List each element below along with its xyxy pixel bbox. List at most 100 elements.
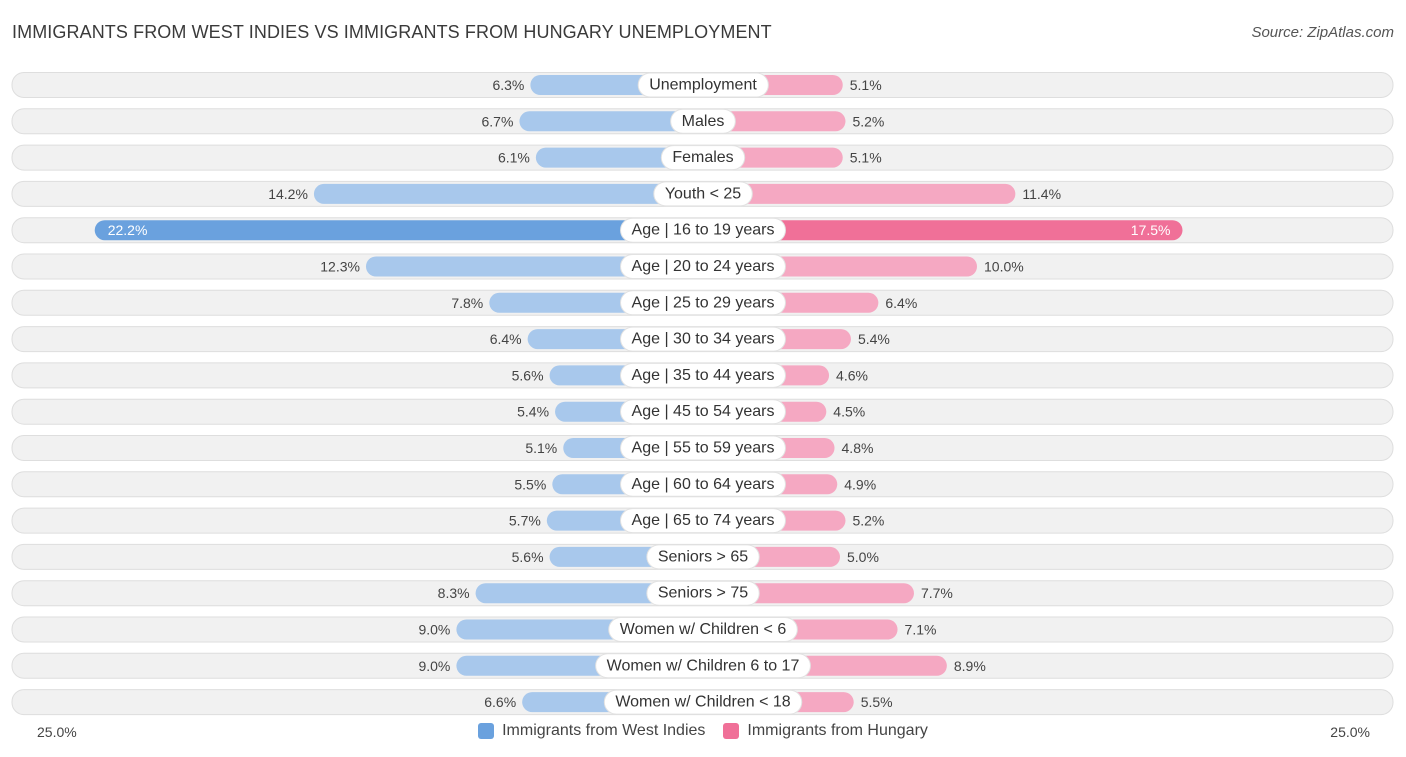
value-label-west-indies: 6.6%: [484, 694, 516, 710]
category-pill: [620, 362, 786, 388]
chart-row: 5.6% 5.0% Seniors > 65: [11, 543, 1394, 570]
value-label-west-indies: 22.2%: [108, 222, 148, 238]
category-pill: [620, 290, 786, 316]
bar-west-indies: [519, 111, 703, 132]
category-label: Age | 25 to 29 years: [632, 294, 775, 311]
value-label-west-indies: 6.4%: [490, 331, 522, 347]
chart-row: 7.8% 6.4% Age | 25 to 29 years: [11, 289, 1394, 316]
value-label-west-indies: 5.6%: [512, 367, 544, 383]
value-label-west-indies: 6.3%: [492, 77, 524, 93]
value-label-hungary: 4.5%: [833, 404, 865, 420]
value-label-hungary: 7.7%: [921, 585, 953, 601]
category-pill: [595, 653, 811, 679]
value-label-hungary: 11.4%: [1022, 186, 1061, 202]
value-label-west-indies: 12.3%: [320, 259, 360, 275]
category-pill: [653, 181, 753, 207]
category-label: Age | 55 to 59 years: [632, 440, 775, 457]
category-label: Seniors > 75: [658, 585, 748, 602]
value-label-hungary: 10.0%: [984, 259, 1024, 275]
category-pill: [620, 254, 786, 279]
value-label-hungary: 5.2%: [852, 513, 884, 529]
value-label-hungary: 5.5%: [861, 694, 893, 710]
chart-row: 6.4% 5.4% Age | 30 to 34 years: [11, 326, 1394, 353]
value-label-west-indies: 9.0%: [418, 658, 450, 674]
chart-row: 6.1% 5.1% Females: [11, 144, 1394, 171]
value-label-hungary: 6.4%: [885, 295, 917, 311]
category-label: Females: [672, 149, 733, 166]
bar-west-indies: [475, 583, 703, 604]
category-label: Age | 16 to 19 years: [632, 222, 775, 239]
category-label: Women w/ Children < 18: [615, 694, 790, 711]
value-label-hungary: 4.9%: [844, 476, 876, 492]
value-label-west-indies: 6.1%: [498, 150, 530, 166]
category-label: Age | 45 to 54 years: [632, 403, 775, 420]
chart-row: 5.4% 4.5% Age | 45 to 54 years: [11, 398, 1394, 425]
category-pill: [620, 217, 786, 243]
value-label-hungary: 5.2%: [852, 113, 884, 129]
axis-right-label: 25.0%: [1330, 724, 1370, 740]
category-pill: [646, 544, 760, 570]
chart-row: 14.2% 11.4% Youth < 25: [11, 180, 1394, 207]
bar-hungary: [703, 220, 1183, 241]
bar-west-indies: [313, 183, 703, 204]
value-label-hungary: 5.1%: [850, 150, 882, 166]
category-pill: [660, 145, 746, 171]
bar-west-indies: [365, 256, 703, 277]
category-label: Seniors > 65: [658, 548, 748, 565]
source-note: Source: ZipAtlas.com: [1251, 24, 1394, 41]
chart-row: 9.0% 8.9% Women w/ Children 6 to 17: [11, 652, 1394, 679]
category-label: Age | 30 to 34 years: [632, 331, 775, 348]
chart-row: 6.6% 5.5% Women w/ Children < 18: [11, 689, 1394, 716]
category-label: Age | 65 to 74 years: [632, 512, 775, 529]
chart-row: 8.3% 7.7% Seniors > 75: [11, 580, 1394, 607]
bar-hungary: [703, 111, 846, 132]
chart-title: IMMIGRANTS FROM WEST INDIES VS IMMIGRANT…: [12, 22, 772, 42]
category-pill: [620, 399, 786, 425]
category-pill: [646, 580, 760, 606]
value-label-west-indies: 7.8%: [451, 295, 483, 311]
category-label: Age | 20 to 24 years: [632, 258, 775, 275]
value-label-hungary: 17.5%: [1131, 222, 1171, 238]
value-label-west-indies: 5.4%: [517, 404, 549, 420]
value-label-west-indies: 5.7%: [509, 513, 541, 529]
chart-row: 5.6% 4.6% Age | 35 to 44 years: [11, 362, 1394, 389]
legend-label-west-indies: Immigrants from West Indies: [502, 722, 706, 739]
chart-row: 5.7% 5.2% Age | 65 to 74 years: [11, 507, 1394, 534]
value-label-hungary: 4.8%: [842, 440, 874, 456]
chart-row: 9.0% 7.1% Women w/ Children < 6: [11, 616, 1394, 643]
value-label-hungary: 4.6%: [836, 367, 868, 383]
chart-row: 12.3% 10.0% Age | 20 to 24 years: [11, 253, 1394, 280]
axis-left-label: 25.0%: [37, 724, 77, 740]
value-label-west-indies: 8.3%: [438, 585, 470, 601]
category-label: Youth < 25: [665, 185, 741, 202]
category-pill: [603, 689, 803, 715]
value-label-west-indies: 5.1%: [525, 440, 557, 456]
category-label: Males: [682, 113, 725, 130]
value-label-hungary: 8.9%: [954, 658, 986, 674]
value-label-west-indies: 9.0%: [418, 622, 450, 638]
category-pill: [620, 508, 786, 534]
value-label-west-indies: 14.2%: [268, 186, 308, 202]
category-pill: [670, 108, 736, 134]
category-label: Age | 35 to 44 years: [632, 367, 775, 384]
legend: Immigrants from West Indies Immigrants f…: [0, 722, 1406, 740]
value-label-west-indies: 5.5%: [514, 476, 546, 492]
chart-row: 5.1% 4.8% Age | 55 to 59 years: [11, 435, 1394, 461]
category-pill: [608, 617, 798, 642]
value-label-hungary: 5.1%: [850, 77, 882, 93]
category-pill: [620, 435, 786, 461]
legend-label-hungary: Immigrants from Hungary: [747, 722, 928, 739]
chart-row: 6.3% 5.1% Unemployment: [11, 72, 1394, 98]
legend-item-west-indies[interactable]: Immigrants from West Indies: [478, 722, 705, 740]
value-label-west-indies: 6.7%: [481, 113, 513, 129]
bar-west-indies: [94, 220, 704, 241]
category-label: Women w/ Children < 6: [620, 621, 787, 638]
legend-swatch-hungary: [723, 723, 740, 739]
legend-item-hungary[interactable]: Immigrants from Hungary: [723, 722, 928, 740]
value-label-hungary: 5.4%: [858, 331, 890, 347]
category-pill: [637, 72, 769, 98]
category-label: Women w/ Children 6 to 17: [607, 657, 800, 674]
chart-row: 22.2% 17.5% Age | 16 to 19 years: [11, 217, 1394, 244]
chart-row: 5.5% 4.9% Age | 60 to 64 years: [11, 471, 1394, 498]
category-label: Age | 60 to 64 years: [632, 476, 775, 493]
